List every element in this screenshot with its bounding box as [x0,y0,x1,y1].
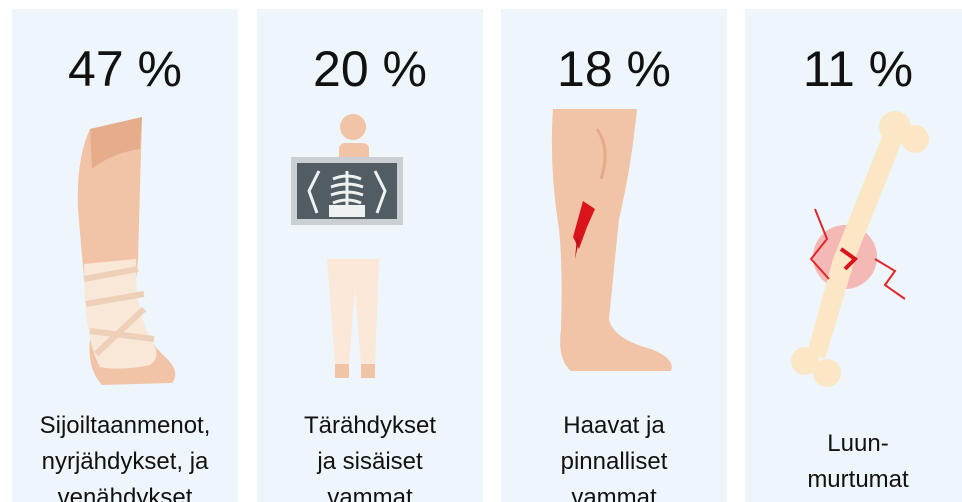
label: Tärähdykset ja sisäiset vammat [257,397,483,502]
label-line: vammat [571,484,657,502]
label-line: Luun- [827,430,889,457]
label-line: venähdykset [57,484,193,502]
card: 11 % Luun- murtumat [745,9,962,502]
percent: 18 % [557,41,671,97]
percent: 47 % [68,41,182,97]
label-line: Sijoiltaanmenot, [39,412,211,439]
illustration [791,111,929,387]
illustration [551,109,672,371]
card: 47 % Sijoiltaanmenot, nyrjähdykset, ja v… [12,9,238,502]
card: 20 % Tärähdykset ja sisäiset vammat [257,9,483,502]
percent: 20 % [313,41,427,97]
label-line: Tärähdykset [303,412,437,439]
illustration [291,114,403,378]
label-line: ja sisäiset [317,448,423,475]
label: Sijoiltaanmenot, nyrjähdykset, ja venähd… [12,397,238,502]
label-line: pinnalliset [560,448,668,475]
label-line: Haavat ja [563,412,665,439]
illustration [77,117,176,385]
label-line: murtumat [807,466,909,493]
card: 18 % Haavat ja pinnalliset vammat [501,9,727,502]
label-line: vammat [327,484,413,502]
label-line: nyrjähdykset, ja [41,448,209,475]
label: Luun- murtumat [745,397,962,502]
label: Haavat ja pinnalliset vammat [501,397,727,502]
percent: 11 % [802,41,914,97]
